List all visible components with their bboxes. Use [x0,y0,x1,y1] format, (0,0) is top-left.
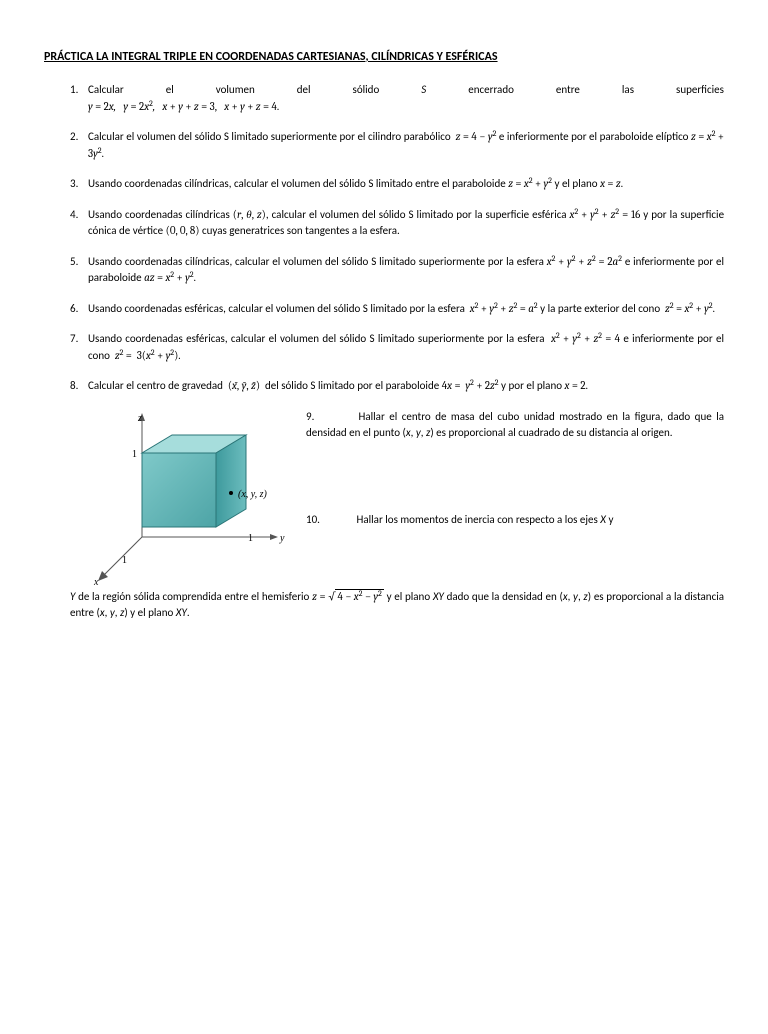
problem-10-start: 10. Hallar los momentos de inercia con r… [306,512,724,529]
p2-text-b: e inferiormente por el paraboloide elípt… [499,130,691,143]
p7-math1: x2 + y2 + z2 = 4 [548,332,620,345]
p6-math1: x2 + y2 + z2 = a2 [467,302,537,315]
problem-3: 3. Usando coordenadas cilíndricas, calcu… [70,176,724,193]
p6-math2: z2 = x2 + y2. [663,302,715,315]
sqrt-icon: √4 − x2 − y2 [328,589,384,606]
p4-text-a: Usando coordenadas cilíndricas [88,208,233,221]
p8-math1: 4x = y2 + 2z2 [442,379,499,392]
p5-math1: x2 + y2 + z2 = 2a2 [547,255,622,268]
problem-10-cont: Y de la región sólida comprendida entre … [70,589,724,622]
problem-1: 1. Calcularelvolumendelsólido Sencerrado… [70,82,724,115]
p1-line1: Calcularelvolumendelsólido Sencerradoent… [88,82,724,99]
p4-text-d: cuyas generatrices son tangentes a la es… [202,224,400,237]
svg-text:1: 1 [122,555,127,566]
p3-math1: z = x2 + y2 [508,177,552,190]
p10-intro: Hallar los momentos de inercia con respe… [357,513,614,526]
page-title: PRÁCTICA LA INTEGRAL TRIPLE EN COORDENAD… [44,50,724,64]
p7-text-a: Usando coordenadas esféricas, calcular e… [88,332,548,345]
p3-math2: x = z. [600,177,623,190]
p9-text: Hallar el centro de masa del cubo unidad… [306,410,724,440]
cube-figure: 1 1 1 (x, y, z) z y x [88,409,288,589]
p8-math2: x = 2. [565,379,588,392]
p2-math1: z = 4 − y2 [453,130,496,143]
p1-math: y = 2x, y = 2x2, x + y + z = 3, x + y + … [88,100,279,113]
problem-list: 1. Calcularelvolumendelsólido Sencerrado… [70,82,724,395]
p8-math0: (x̄, ȳ, z̄) [225,379,262,392]
p10-num: 10. [306,512,354,529]
p3-text-b: y el plano [554,177,600,190]
p9-num: 9. [306,409,354,426]
p8-text-b: del sólido S limitado por el paraboloide [265,379,442,392]
svg-text:z: z [137,413,142,424]
p4-math1: x2 + y2 + z2 = 16 [570,208,641,221]
problem-5: 5. Usando coordenadas cilíndricas, calcu… [70,254,724,287]
problem-2: 2. Calcular el volumen del sólido S limi… [70,129,724,162]
p4-math2: (0, 0, 8) [166,224,200,237]
svg-text:x: x [93,577,99,588]
p4-text-b: , calcular el volumen del sólido S limit… [266,208,570,221]
p5-text-a: Usando coordenadas cilíndricas, calcular… [88,255,547,268]
p6-text-b: y la parte exterior del cono [540,302,662,315]
svg-text:1: 1 [132,449,137,460]
problem-9-and-10-intro: 9. Hallar el centro de masa del cubo uni… [288,409,724,529]
svg-text:(x, y, z): (x, y, z) [238,489,268,500]
p4-math0: (r, θ, z) [233,208,266,221]
p8-text-a: Calcular el centro de gravedad [88,379,225,392]
svg-text:1: 1 [248,533,253,544]
document-page: PRÁCTICA LA INTEGRAL TRIPLE EN COORDENAD… [0,0,768,1034]
p7-math2: z2 = 3(x2 + y2). [112,349,180,362]
problem-7: 7. Usando coordenadas esféricas, calcula… [70,331,724,364]
problem-9: 9. Hallar el centro de masa del cubo uni… [306,409,724,442]
p8-text-c: y por el plano [501,379,565,392]
problem-4: 4. Usando coordenadas cilíndricas (r, θ,… [70,207,724,240]
figure-block: 1 1 1 (x, y, z) z y x 9. Hallar el centr… [88,409,724,589]
p3-text-a: Usando coordenadas cilíndricas, calcular… [88,177,508,190]
p5-math2: az = x2 + y2. [144,271,196,284]
p10-math: z = [312,590,328,603]
problem-6: 6. Usando coordenadas esféricas, calcula… [70,301,724,318]
p6-text-a: Usando coordenadas esféricas, calcular e… [88,302,467,315]
problem-8: 8. Calcular el centro de gravedad (x̄, ȳ… [70,378,724,395]
svg-text:y: y [279,533,285,544]
p2-text-a: Calcular el volumen del sólido S limitad… [88,130,453,143]
